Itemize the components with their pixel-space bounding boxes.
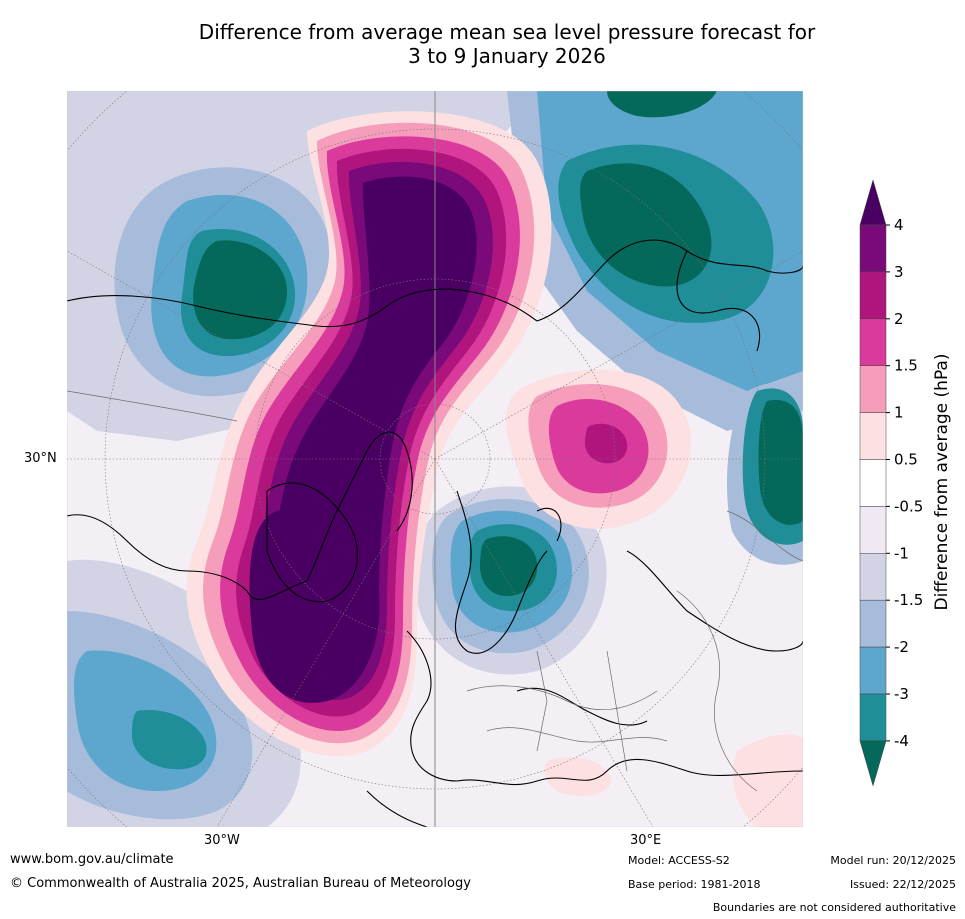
colorbar-tick-label: -1.5 — [894, 591, 923, 609]
colorbar-extend-top — [859, 180, 887, 226]
colorbar-tick-label: 4 — [894, 216, 904, 234]
lon-label-30e: 30°E — [630, 833, 662, 848]
colorbar-segment — [859, 271, 887, 320]
low-pressure-anomaly-southwest — [67, 559, 301, 827]
footer-disclaimer: Boundaries are not considered authoritat… — [712, 901, 956, 914]
colorbar-segment — [859, 506, 887, 554]
colorbar-tick-label: -0.5 — [894, 497, 923, 515]
low-pressure-anomaly-scandinavia — [413, 486, 607, 675]
low-pressure-anomaly-northeast — [507, 91, 803, 431]
colorbar-tick-label: 1.5 — [894, 357, 918, 375]
coastlines — [67, 239, 803, 827]
colorbar-segment — [859, 412, 887, 460]
colorbar-tick-label: -4 — [894, 732, 909, 750]
colorbar-segment — [859, 553, 887, 601]
low-pressure-anomaly-east — [727, 383, 803, 565]
colorbar-segment — [859, 318, 887, 366]
footer-model: Model: ACCESS-S2 — [628, 854, 730, 867]
lat-label-30n: 30°N — [24, 451, 57, 466]
colorbar-segment — [859, 599, 887, 648]
colorbar-segment — [859, 459, 887, 507]
colorbar: 4 3 2 1.5 1 0.5 -0.5 -1 -1.5 -2 -3 -4 Difference fr… — [859, 180, 952, 787]
footer-url[interactable]: www.bom.gov.au/climate — [10, 852, 174, 867]
title-line-1: Difference from average mean sea level p… — [198, 20, 816, 44]
colorbar-tick-label: -1 — [894, 544, 909, 562]
footer-model-run: Model run: 20/12/2025 — [830, 854, 956, 867]
colorbar-extend-bottom — [859, 740, 887, 787]
colorbar-segment — [859, 693, 887, 742]
high-pressure-anomaly-southeast — [544, 734, 803, 827]
colorbar-tick-label: 3 — [894, 263, 904, 281]
colorbar-tick-label: -2 — [894, 638, 909, 656]
colorbar-segment — [859, 365, 887, 413]
pressure-anomaly-map — [67, 91, 803, 827]
colorbar-tick-label: 2 — [894, 310, 904, 328]
colorbar-ticks: 4 3 2 1.5 1 0.5 -0.5 -1 -1.5 -2 -3 -4 — [886, 216, 923, 750]
colorbar-tick-label: -3 — [894, 685, 909, 703]
low-pressure-anomaly-west — [67, 91, 537, 441]
country-borders — [67, 390, 803, 792]
colorbar-segment — [859, 224, 887, 273]
high-pressure-anomaly-russia — [505, 369, 692, 529]
footer-base-period: Base period: 1981-2018 — [628, 878, 761, 891]
colorbar-label: Difference from average (hPa) — [932, 354, 952, 611]
footer-issued: Issued: 22/12/2025 — [849, 878, 956, 891]
high-pressure-anomaly-arctic — [186, 111, 552, 757]
colorbar-tick-label: 0.5 — [894, 451, 918, 469]
colorbar-tick-label: 1 — [894, 404, 904, 422]
title-line-2: 3 to 9 January 2026 — [408, 44, 606, 68]
colorbar-segments — [859, 180, 887, 787]
lon-label-30w: 30°W — [204, 833, 240, 848]
footer-copyright: © Commonwealth of Australia 2025, Austra… — [10, 876, 471, 891]
colorbar-segment — [859, 646, 887, 695]
chart-title: Difference from average mean sea level p… — [0, 20, 965, 68]
